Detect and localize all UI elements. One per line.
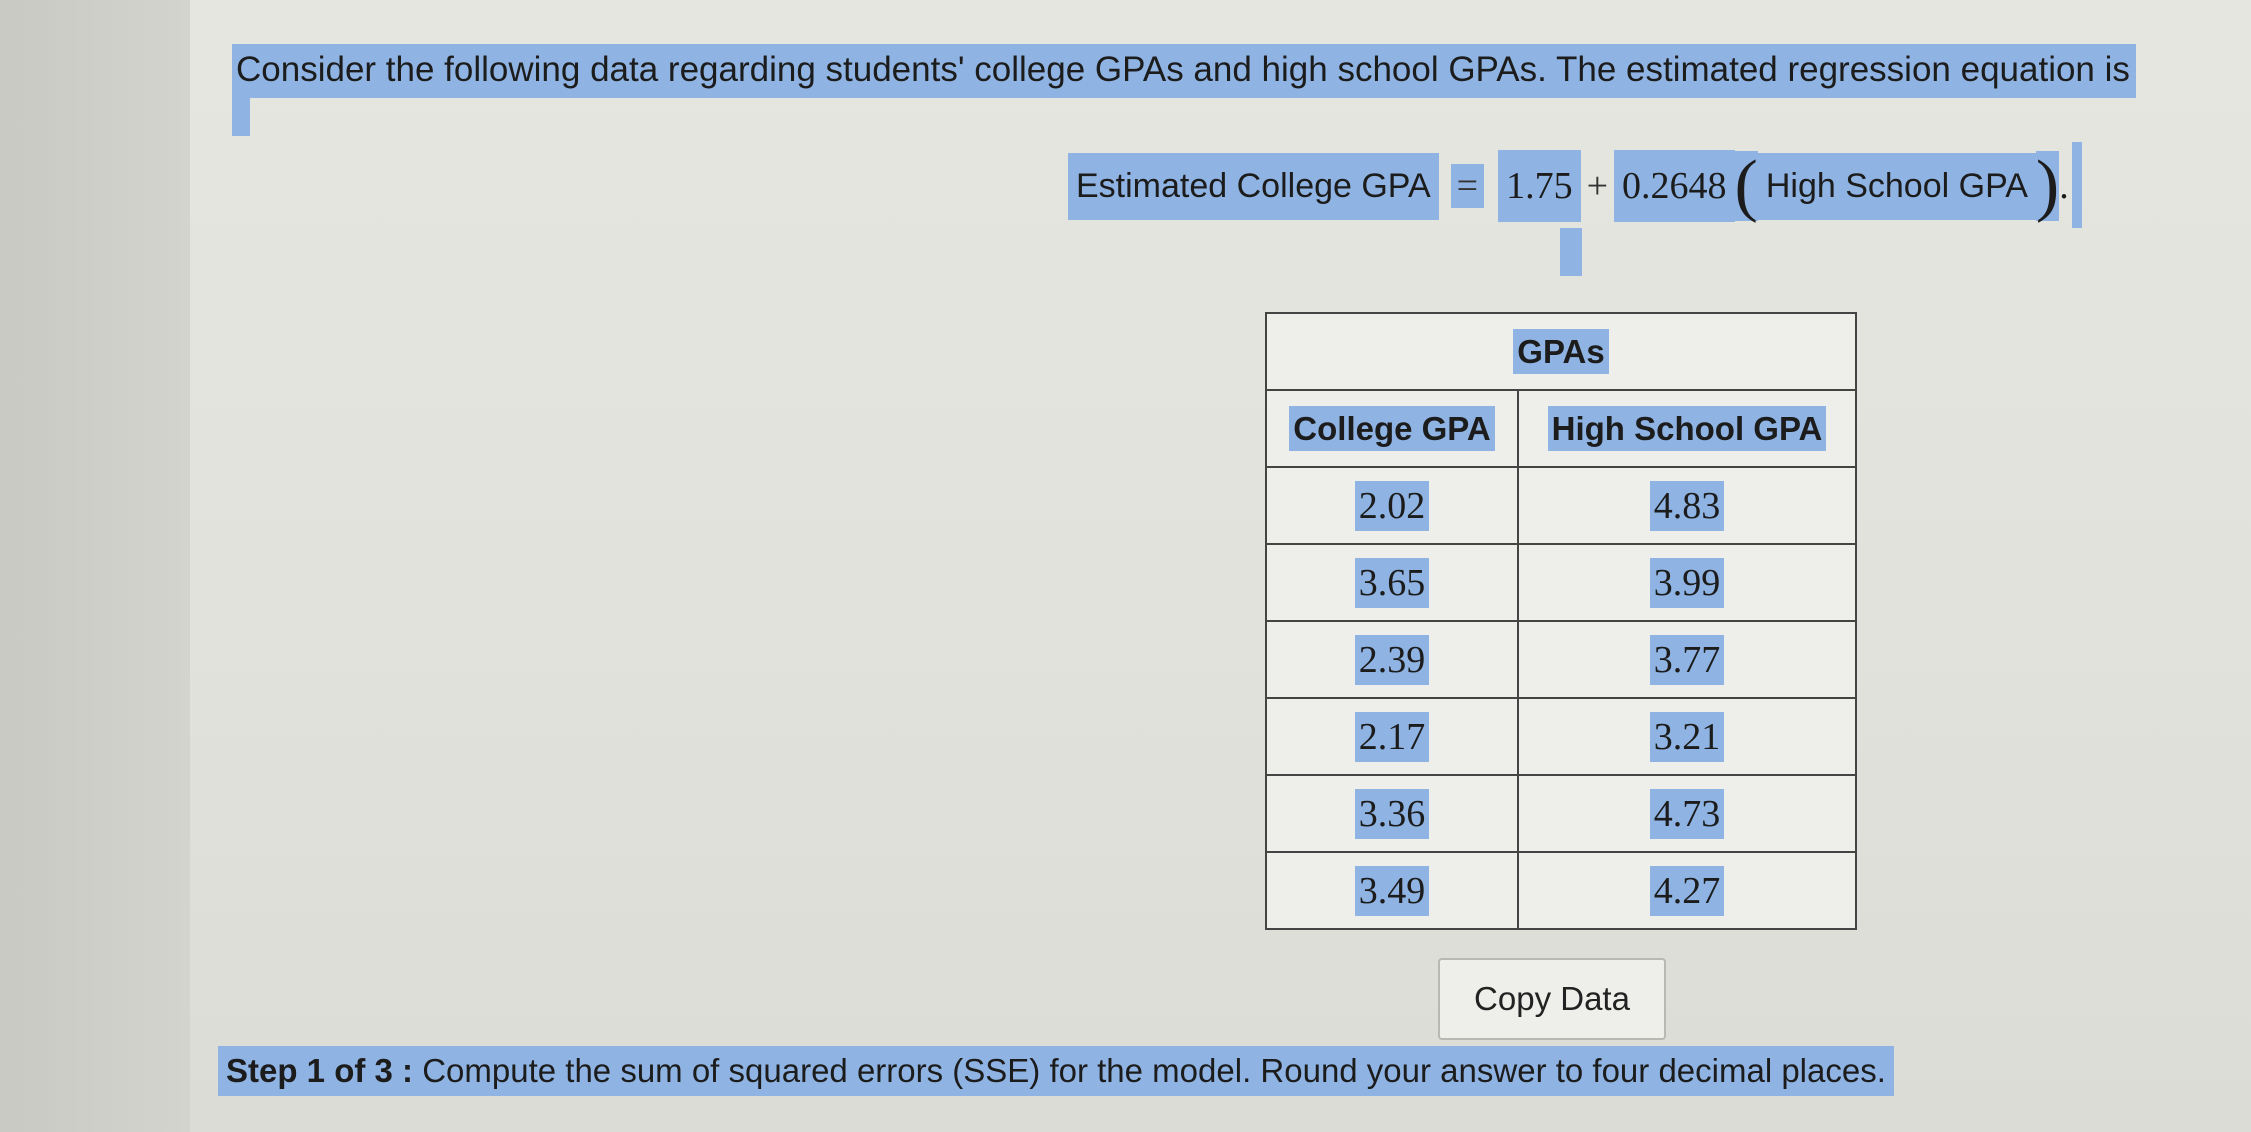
table-row: 3.65 3.99 — [1265, 543, 1857, 622]
step-label: Step 1 of 3 : — [226, 1052, 414, 1089]
table-cell: 3.65 — [1265, 543, 1519, 622]
column-header-college-gpa: College GPA — [1265, 389, 1519, 468]
selection-highlight-fragment — [232, 88, 250, 136]
table-cell: 3.99 — [1517, 543, 1857, 622]
table-row: 2.02 4.83 — [1265, 466, 1857, 545]
regression-equation: Estimated College GPA = 1.75 + 0.2648 ( … — [1068, 140, 2069, 232]
equation-close-paren: ) — [2035, 147, 2060, 224]
copy-data-button[interactable]: Copy Data — [1438, 958, 1666, 1040]
equation-open-paren: ( — [1734, 147, 1758, 224]
equation-variable: High School GPA — [1757, 152, 2036, 220]
table-cell: 4.27 — [1517, 851, 1857, 930]
table-caption-row: GPAs — [1265, 312, 1857, 391]
table-caption: GPAs — [1265, 312, 1857, 391]
table-row: 2.17 3.21 — [1265, 697, 1857, 776]
equation-intercept: 1.75 — [1498, 150, 1581, 222]
table-row: 3.36 4.73 — [1265, 774, 1857, 853]
step-instruction: Step 1 of 3 : Compute the sum of squared… — [218, 1046, 1894, 1096]
table-cell: 3.49 — [1265, 851, 1519, 930]
table-cell: 3.36 — [1265, 774, 1519, 853]
table-row: 3.49 4.27 — [1265, 851, 1857, 930]
table-cell: 4.73 — [1517, 774, 1857, 853]
selection-highlight-fragment — [2072, 142, 2082, 228]
table-cell: 3.77 — [1517, 620, 1857, 699]
table-cell: 3.21 — [1517, 697, 1857, 776]
equation-equals: = — [1450, 164, 1485, 208]
table-row: 2.39 3.77 — [1265, 620, 1857, 699]
gpa-data-table: GPAs College GPA High School GPA 2.02 4.… — [1265, 312, 1857, 930]
table-cell: 4.83 — [1517, 466, 1857, 545]
table-cell: 2.02 — [1265, 466, 1519, 545]
equation-period: . — [2059, 165, 2069, 207]
equation-plus: + — [1586, 165, 1609, 207]
equation-lhs: Estimated College GPA — [1068, 152, 1439, 220]
table-header-row: College GPA High School GPA — [1265, 389, 1857, 468]
table-cell: 2.39 — [1265, 620, 1519, 699]
left-margin — [0, 0, 190, 1132]
column-header-high-school-gpa: High School GPA — [1517, 389, 1857, 468]
question-intro: Consider the following data regarding st… — [232, 44, 2136, 98]
step-text: Compute the sum of squared errors (SSE) … — [422, 1052, 1886, 1089]
selection-highlight-fragment — [1560, 228, 1582, 276]
table-cell: 2.17 — [1265, 697, 1519, 776]
equation-slope: 0.2648 — [1614, 150, 1735, 222]
